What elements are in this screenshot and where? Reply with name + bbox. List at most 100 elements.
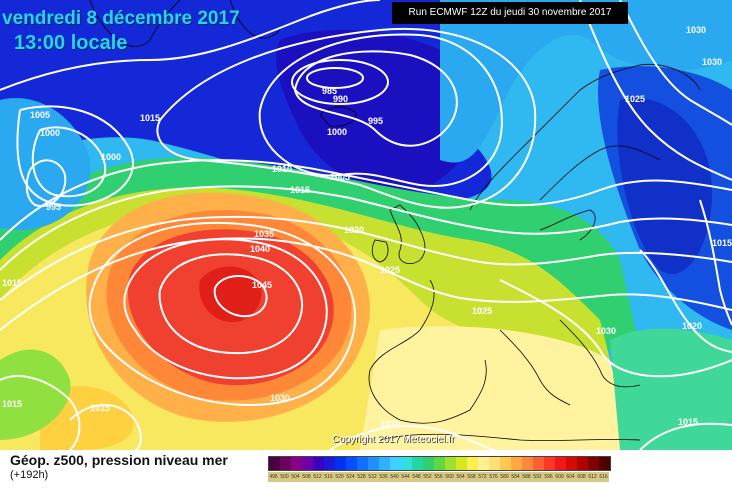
- legend-tick: 552: [422, 472, 433, 482]
- legend-swatch: [313, 457, 324, 470]
- legend-swatch: [434, 457, 445, 470]
- footer-title: Géop. z500, pression niveau mer: [10, 452, 228, 468]
- field-red-core: [199, 266, 262, 323]
- label-sw-1015c: 1015: [90, 403, 110, 413]
- isobar-sw-1015: [0, 375, 81, 450]
- legend-tick: 520: [334, 472, 345, 482]
- label-west-1005: 1005: [30, 110, 50, 120]
- footer-subtitle: (+192h): [10, 469, 49, 481]
- coast-balkans: [559, 319, 641, 388]
- isobar-1035: [123, 238, 328, 380]
- isobar-east-1025: [579, 0, 732, 181]
- label-mid-1020: 1020: [344, 225, 364, 235]
- legend-swatch: [577, 457, 588, 470]
- label-low-995: 995: [368, 116, 383, 126]
- isobar-west-1005: [16, 105, 134, 207]
- isobars: [0, 0, 732, 450]
- coast-scandinavia: [469, 64, 701, 211]
- legend-swatch: [401, 457, 412, 470]
- legend-tick: 608: [576, 472, 587, 482]
- coast-france-iberia: [368, 279, 487, 424]
- field-cyan-north: [440, 0, 732, 163]
- label-low-ring: 990: [333, 94, 348, 104]
- isobar-labels: 985 990 995 1000 1005 1015 1005 1000 995…: [2, 25, 732, 429]
- map-date-title: vendredi 8 décembre 2017: [2, 8, 240, 29]
- legend-swatch: [456, 457, 467, 470]
- isobar-1040: [158, 253, 304, 355]
- field-east-deepblue: [617, 98, 712, 274]
- legend-swatch: [478, 457, 489, 470]
- label-sw-1015a: 1015: [2, 278, 22, 288]
- pressure-map: 985 990 995 1000 1005 1015 1005 1000 995…: [0, 0, 732, 450]
- legend-swatch: [566, 457, 577, 470]
- label-east-1030: 1030: [596, 326, 616, 336]
- label-mid-1015: 1015: [290, 185, 310, 195]
- label-east-1015: 1015: [712, 238, 732, 248]
- legend-swatch: [357, 457, 368, 470]
- label-mid-1025: 1025: [380, 265, 400, 275]
- isobar-low-995: [293, 50, 458, 147]
- label-west-1000: 1000: [40, 128, 60, 138]
- legend-color-scale: [268, 456, 611, 471]
- legend-swatch: [445, 457, 456, 470]
- label-ne-1030a: 1030: [686, 25, 706, 35]
- legend-tick: 560: [444, 472, 455, 482]
- field-sw-green: [0, 349, 71, 440]
- legend-tick: 544: [400, 472, 411, 482]
- label-europe-1025: 1025: [472, 306, 492, 316]
- legend-swatch: [324, 457, 335, 470]
- isobar-south-1020: [329, 425, 496, 450]
- legend-tick: 576: [488, 472, 499, 482]
- legend-tick: 536: [378, 472, 389, 482]
- label-low-center: 985: [322, 86, 337, 96]
- legend-swatch: [522, 457, 533, 470]
- legend-tick: 500: [279, 472, 290, 482]
- label-se-1015: 1015: [678, 417, 698, 427]
- legend-swatch: [390, 457, 401, 470]
- label-high-1035: 1035: [254, 229, 274, 239]
- field-darkblue-low: [276, 30, 482, 192]
- isobar-low-1000: [258, 33, 503, 187]
- isobar-low-1005: [156, 28, 537, 209]
- isobar-east-1030: [499, 279, 732, 378]
- legend-tick: 548: [411, 472, 422, 482]
- legend-tick: 512: [312, 472, 323, 482]
- label-sw-1015b: 1015: [2, 399, 22, 409]
- isobar-east-1030b: [619, 0, 732, 126]
- legend-swatch: [489, 457, 500, 470]
- coastlines: [89, 0, 701, 441]
- legend-swatch: [500, 457, 511, 470]
- isobar-west-1000: [31, 126, 107, 198]
- legend-tick: 564: [455, 472, 466, 482]
- isobar-1020: [0, 215, 732, 301]
- label-mid-1010: 1010: [272, 164, 292, 174]
- map-time-title: 13:00 locale: [14, 32, 128, 54]
- field-pale-yellow: [360, 326, 630, 450]
- legend-swatch: [544, 457, 555, 470]
- coast-northafrica: [379, 433, 641, 441]
- label-high-1030: 1030: [270, 393, 290, 403]
- legend-swatch: [412, 457, 423, 470]
- legend-swatch: [599, 457, 610, 470]
- legend-swatch: [302, 457, 313, 470]
- legend-tick: 616: [598, 472, 609, 482]
- legend-tick: 504: [290, 472, 301, 482]
- legend-tick: 508: [301, 472, 312, 482]
- legend-tick: 556: [433, 472, 444, 482]
- run-info-box: Run ECMWF 12Z du jeudi 30 novembre 2017: [392, 2, 628, 24]
- legend-swatch: [511, 457, 522, 470]
- isobar-sw-1015b: [69, 404, 142, 450]
- legend-swatch: [555, 457, 566, 470]
- legend-swatch: [269, 457, 280, 470]
- isobar-west-1015: [0, 0, 381, 91]
- legend-tick: 588: [521, 472, 532, 482]
- coast-baltic: [539, 209, 596, 241]
- label-east-1020: 1020: [682, 321, 702, 331]
- legend-tick-labels: 496 500 504 508 512 516 520 524 528 532 536 540 544 5…: [268, 472, 609, 482]
- legend-tick: 540: [389, 472, 400, 482]
- label-high-center: 1045: [252, 280, 272, 290]
- isobar-west-995: [25, 159, 67, 207]
- isobar-1010: [0, 159, 732, 241]
- label-west-995: 995: [46, 202, 61, 212]
